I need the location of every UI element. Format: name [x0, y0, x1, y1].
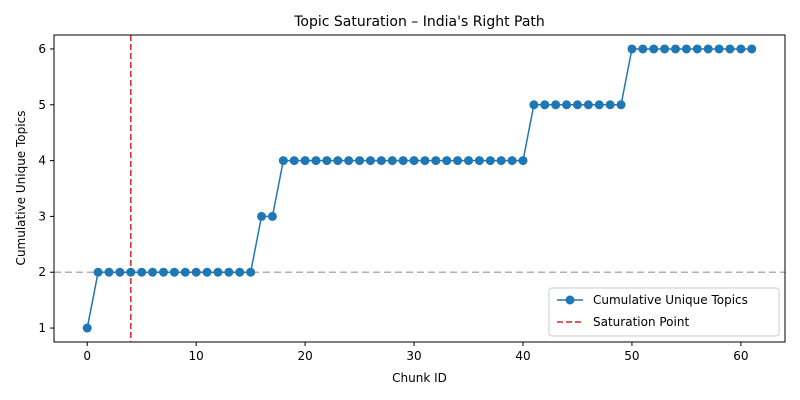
data-point-0 [83, 324, 92, 333]
data-point-40 [518, 156, 527, 165]
data-point-34 [453, 156, 462, 165]
y-tick-label-1: 1 [38, 321, 46, 335]
data-point-27 [377, 156, 386, 165]
data-point-28 [388, 156, 397, 165]
data-point-25 [355, 156, 364, 165]
data-point-30 [410, 156, 419, 165]
data-point-33 [442, 156, 451, 165]
data-point-41 [529, 100, 538, 109]
data-point-60 [736, 44, 745, 53]
data-point-17 [268, 212, 277, 221]
data-point-43 [551, 100, 560, 109]
legend-label-cumulative-unique-topics: Cumulative Unique Topics [593, 293, 748, 307]
data-point-61 [747, 44, 756, 53]
x-tick-label-0: 0 [83, 349, 91, 363]
data-point-21 [312, 156, 321, 165]
data-point-50 [627, 44, 636, 53]
y-tick-label-6: 6 [38, 42, 46, 56]
data-point-42 [540, 100, 549, 109]
data-point-45 [573, 100, 582, 109]
data-point-3 [115, 268, 124, 277]
y-tick-label-5: 5 [38, 98, 46, 112]
data-point-20 [301, 156, 310, 165]
data-point-39 [508, 156, 517, 165]
data-point-54 [671, 44, 680, 53]
x-tick-label-60: 60 [733, 349, 748, 363]
data-point-48 [606, 100, 615, 109]
data-point-11 [203, 268, 212, 277]
data-point-7 [159, 268, 168, 277]
data-point-9 [181, 268, 190, 277]
data-point-4 [126, 268, 135, 277]
data-point-15 [246, 268, 255, 277]
data-point-12 [213, 268, 222, 277]
data-point-23 [333, 156, 342, 165]
data-point-24 [344, 156, 353, 165]
data-point-18 [279, 156, 288, 165]
data-point-1 [94, 268, 103, 277]
data-point-58 [715, 44, 724, 53]
legend-series-marker-swatch [566, 296, 575, 305]
x-tick-label-20: 20 [297, 349, 312, 363]
x-tick-label-10: 10 [189, 349, 204, 363]
data-point-52 [649, 44, 658, 53]
data-point-29 [399, 156, 408, 165]
data-point-13 [224, 268, 233, 277]
data-point-47 [595, 100, 604, 109]
data-point-51 [638, 44, 647, 53]
data-point-46 [584, 100, 593, 109]
x-tick-label-50: 50 [624, 349, 639, 363]
data-point-19 [290, 156, 299, 165]
data-point-22 [322, 156, 331, 165]
x-tick-label-30: 30 [406, 349, 421, 363]
x-axis-label: Chunk ID [392, 371, 447, 385]
data-point-6 [148, 268, 157, 277]
data-point-10 [192, 268, 201, 277]
data-point-49 [617, 100, 626, 109]
x-tick-label-40: 40 [515, 349, 530, 363]
data-point-35 [464, 156, 473, 165]
data-point-8 [170, 268, 179, 277]
data-point-31 [420, 156, 429, 165]
data-point-55 [682, 44, 691, 53]
data-point-14 [235, 268, 244, 277]
data-point-59 [725, 44, 734, 53]
data-point-2 [105, 268, 114, 277]
y-tick-label-4: 4 [38, 154, 46, 168]
data-point-37 [486, 156, 495, 165]
data-point-57 [704, 44, 713, 53]
data-point-36 [475, 156, 484, 165]
data-point-56 [693, 44, 702, 53]
data-point-44 [562, 100, 571, 109]
data-point-16 [257, 212, 266, 221]
data-point-26 [366, 156, 375, 165]
data-point-5 [137, 268, 146, 277]
y-tick-label-2: 2 [38, 265, 46, 279]
data-point-53 [660, 44, 669, 53]
legend: Cumulative Unique Topics Saturation Poin… [549, 288, 779, 336]
data-point-38 [497, 156, 506, 165]
chart-title: Topic Saturation – India's Right Path [293, 14, 545, 30]
y-tick-label-3: 3 [38, 209, 46, 223]
legend-label-saturation-point: Saturation Point [593, 315, 689, 329]
series-line-0 [87, 49, 752, 328]
y-axis-label: Cumulative Unique Topics [14, 111, 28, 266]
data-point-32 [431, 156, 440, 165]
